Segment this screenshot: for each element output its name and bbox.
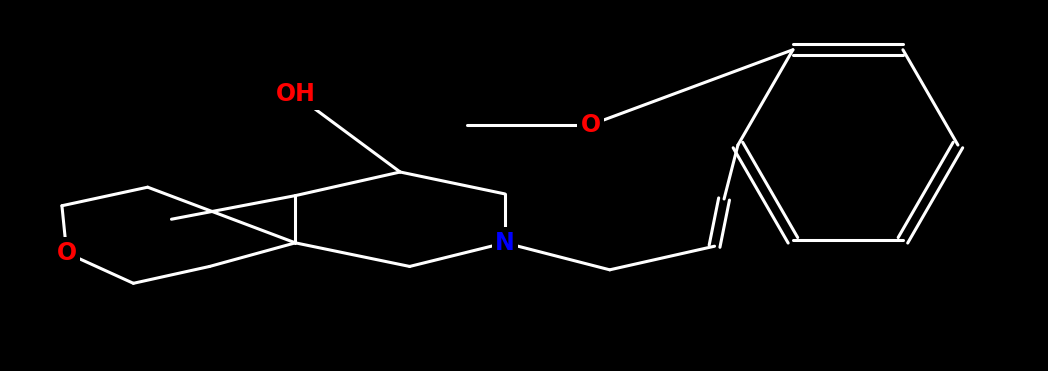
Text: N: N xyxy=(495,231,515,255)
Text: O: O xyxy=(57,241,77,265)
Text: O: O xyxy=(581,113,601,137)
Text: OH: OH xyxy=(276,82,315,106)
